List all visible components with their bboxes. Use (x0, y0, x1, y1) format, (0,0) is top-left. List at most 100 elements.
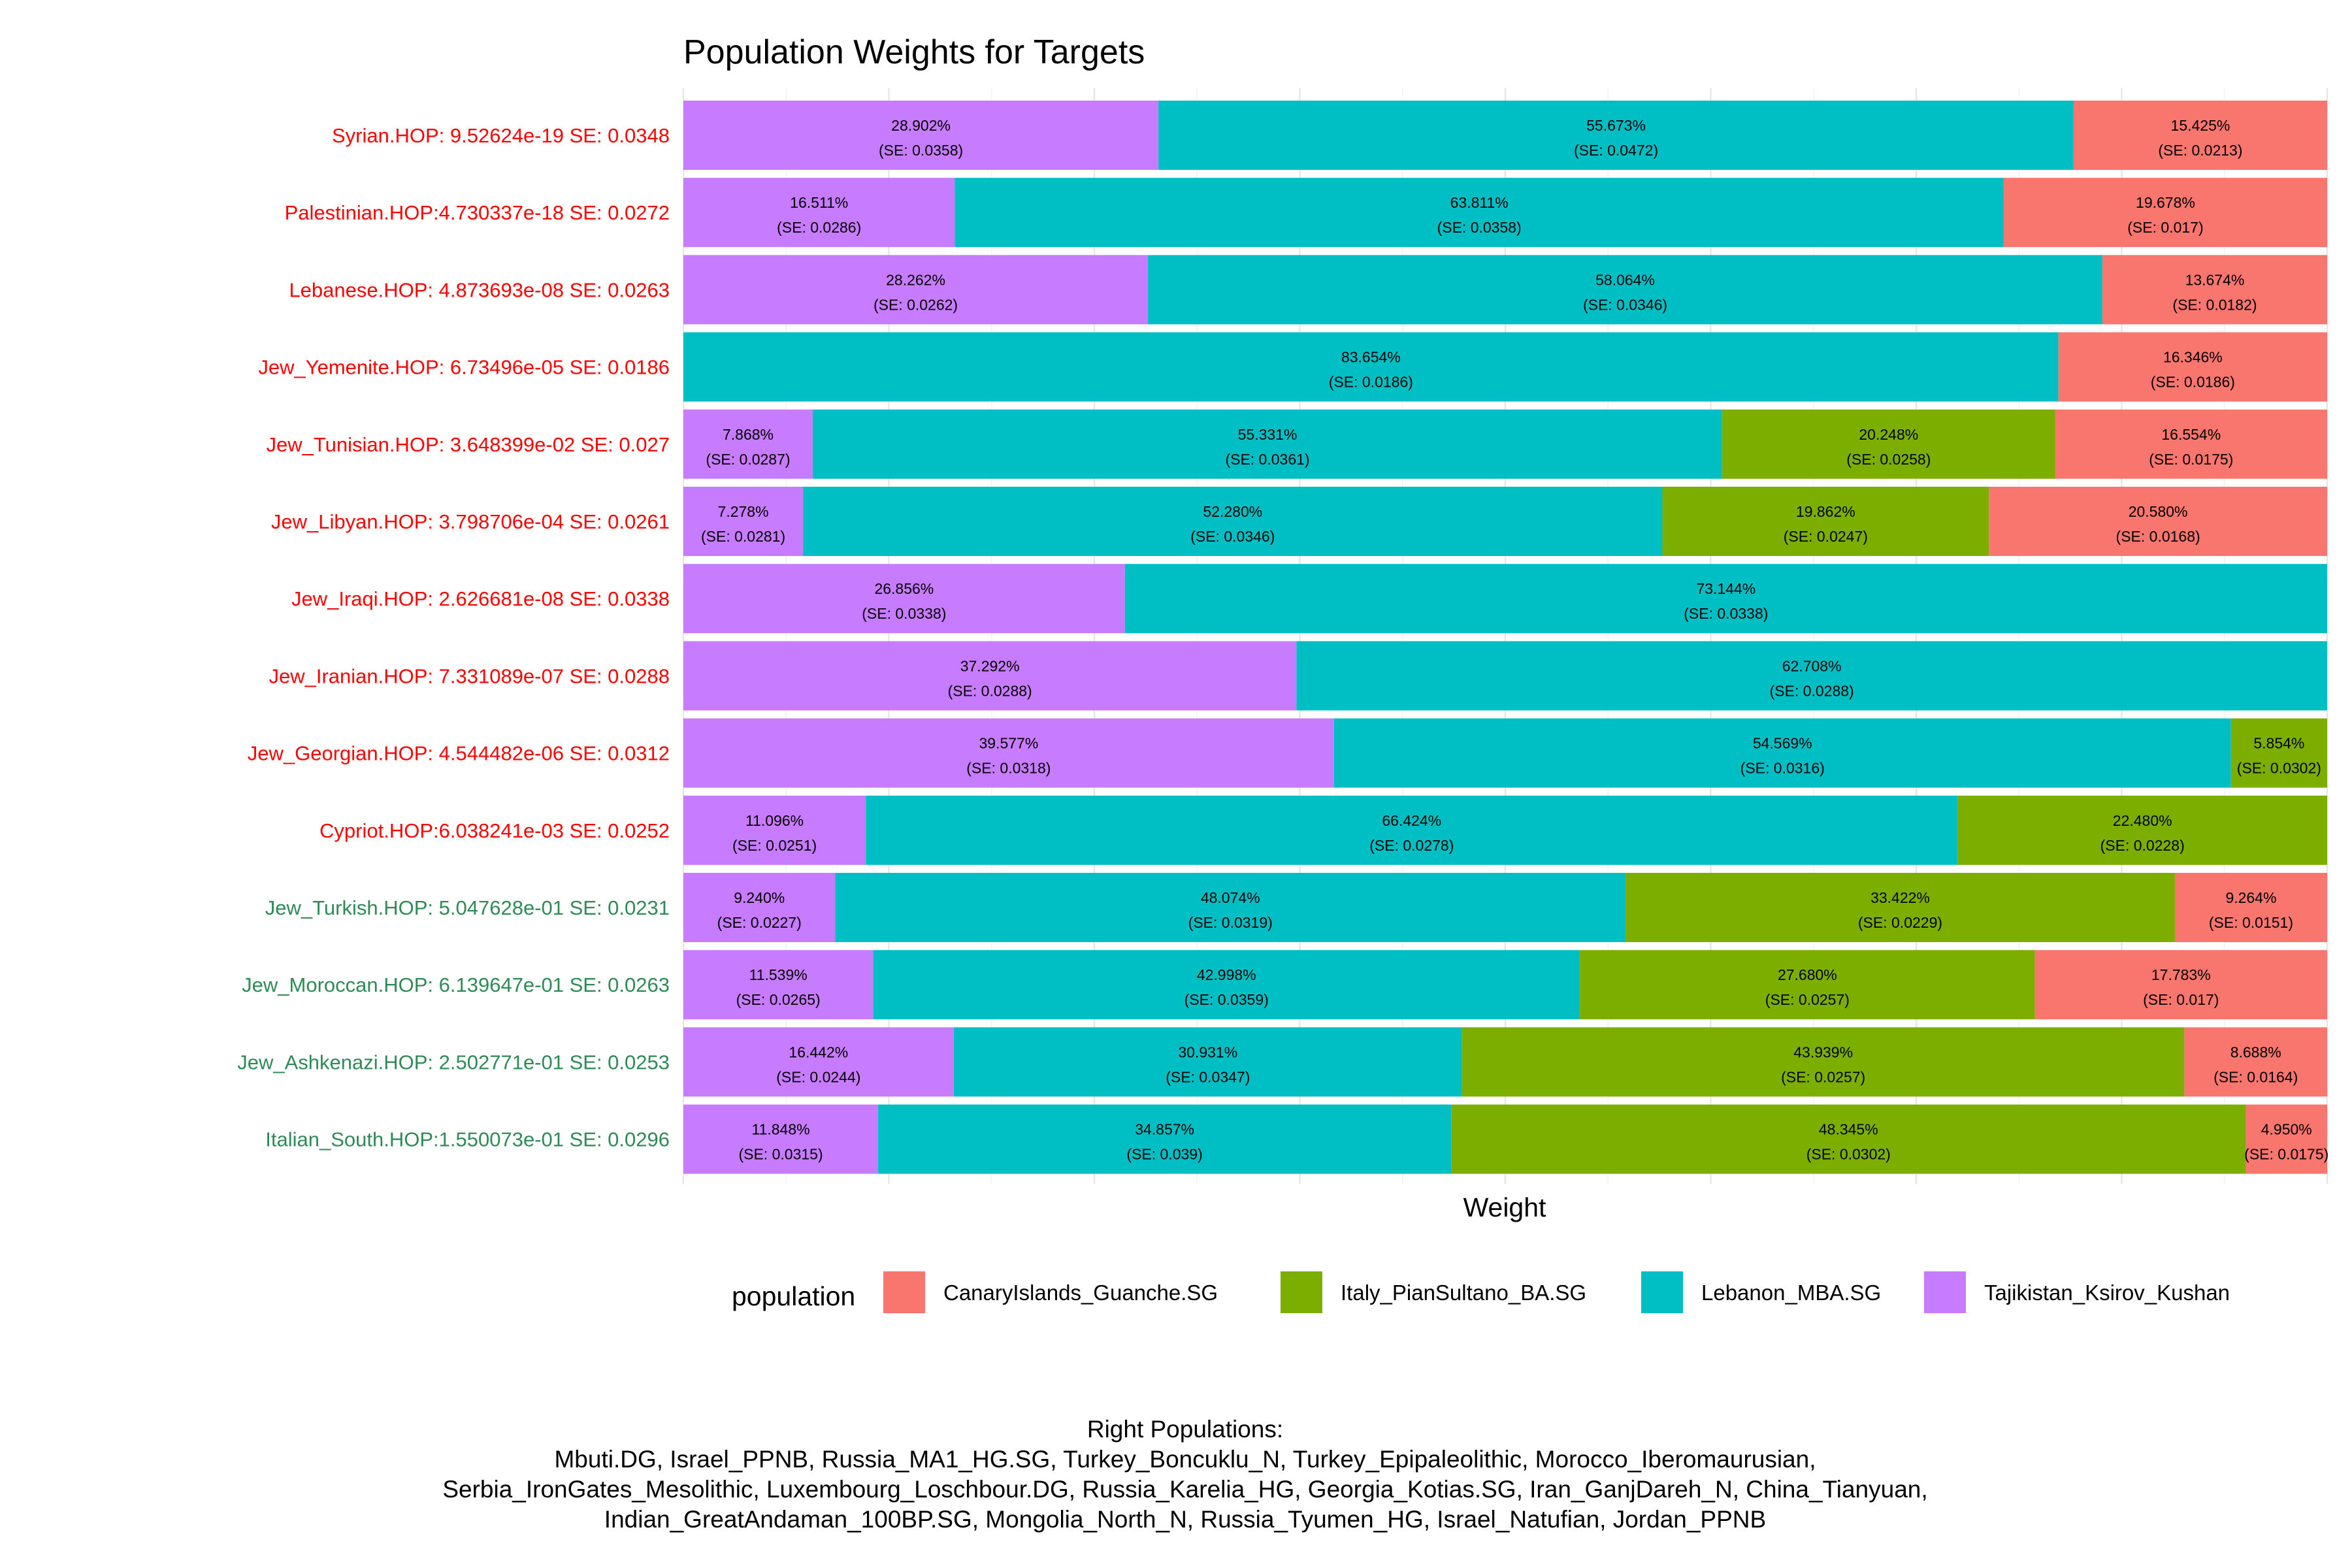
segment-percent-label: 11.539% (749, 966, 808, 983)
segment-percent-label: 20.580% (2129, 503, 2188, 520)
bar-row: 28.902% (SE: 0.0358) 55.673% (SE: 0.0472) 15… (683, 101, 2327, 170)
segment-percent-label: 17.783% (2151, 966, 2211, 983)
segment-se-label: (SE: 0.017) (2127, 219, 2203, 236)
segment-percent-label: 16.554% (2161, 426, 2221, 443)
bars-layer: 28.902% (SE: 0.0358) 55.673% (SE: 0.0472) 15… (683, 101, 2328, 1174)
bar-segment (683, 255, 1149, 325)
legend: population CanaryIslands_Guanche.SG Italy_… (732, 1271, 2230, 1313)
segment-se-label: (SE: 0.0318) (966, 760, 1051, 777)
bar-row: 11.096% (SE: 0.0251) 66.424% (SE: 0.0278) 22… (683, 795, 2327, 865)
segment-percent-label: 55.331% (1238, 426, 1298, 443)
segment-se-label: (SE: 0.0472) (1574, 142, 1658, 159)
bar-segment (1722, 409, 2055, 479)
segment-percent-label: 16.511% (790, 194, 848, 211)
segment-percent-label: 11.096% (745, 812, 804, 829)
bar-segment (683, 873, 836, 942)
segment-se-label: (SE: 0.0346) (1190, 528, 1275, 545)
y-tick-label: Jew_Yemenite.HOP: 6.73496e-05 SE: 0.0186 (258, 356, 670, 379)
segment-se-label: (SE: 0.0358) (1437, 219, 1522, 236)
segment-percent-label: 5.854% (2253, 735, 2304, 752)
segment-se-label: (SE: 0.0346) (1583, 296, 1667, 313)
legend-key (1641, 1271, 1683, 1313)
segment-percent-label: 34.857% (1135, 1121, 1194, 1138)
segment-se-label: (SE: 0.0281) (701, 528, 785, 545)
bar-segment (1580, 950, 2035, 1020)
segment-percent-label: 55.673% (1586, 117, 1646, 134)
bar-segment (1158, 101, 2074, 170)
segment-se-label: (SE: 0.0347) (1166, 1068, 1250, 1085)
segment-se-label: (SE: 0.0302) (2237, 760, 2321, 777)
right-populations-caption: Right Populations: Mbuti.DG, Israel_PPNB,… (442, 1416, 1927, 1533)
bar-segment (683, 1027, 954, 1097)
bar-segment (2102, 255, 2327, 325)
y-tick-label: Italian_South.HOP:1.550073e-01 SE: 0.029… (265, 1128, 670, 1151)
bar-row: 11.539% (SE: 0.0265) 42.998% (SE: 0.0359) 27… (683, 950, 2327, 1020)
bar-row: 39.577% (SE: 0.0318) 54.569% (SE: 0.0316) 5.… (683, 718, 2327, 788)
segment-se-label: (SE: 0.0359) (1184, 991, 1269, 1008)
y-tick-label: Jew_Iranian.HOP: 7.331089e-07 SE: 0.0288 (269, 664, 670, 687)
segment-percent-label: 54.569% (1753, 735, 1812, 752)
bar-row: 7.278% (SE: 0.0281) 52.280% (SE: 0.0346) 19.… (683, 487, 2327, 556)
legend-key (1281, 1271, 1322, 1313)
segment-percent-label: 48.074% (1201, 889, 1260, 906)
segment-percent-label: 19.678% (2136, 194, 2195, 211)
bar-segment (2246, 1104, 2327, 1174)
segment-percent-label: 66.424% (1382, 812, 1441, 829)
segment-se-label: (SE: 0.0358) (879, 142, 963, 159)
segment-percent-label: 9.240% (734, 889, 785, 906)
bar-segment (683, 718, 1334, 788)
bar-segment (873, 950, 1580, 1020)
bar-segment (878, 1104, 1452, 1174)
segment-se-label: (SE: 0.0258) (1846, 451, 1931, 468)
bar-segment (1124, 564, 2327, 634)
bar-segment (683, 1104, 879, 1174)
segment-se-label: (SE: 0.0164) (2213, 1068, 2298, 1085)
segment-se-label: (SE: 0.0302) (1806, 1146, 1891, 1163)
bar-segment (2058, 332, 2327, 402)
segment-percent-label: 11.848% (752, 1121, 810, 1138)
bar-row: 16.442% (SE: 0.0244) 30.931% (SE: 0.0347) 43… (683, 1027, 2327, 1097)
bar-segment (1333, 718, 2231, 788)
segment-se-label: (SE: 0.0175) (2244, 1146, 2328, 1163)
legend-item: Italy_PianSultano_BA.SG (1281, 1271, 1586, 1313)
chart-title: Population Weights for Targets (683, 33, 1145, 71)
segment-se-label: (SE: 0.0338) (1684, 605, 1768, 622)
bar-segment (683, 487, 804, 556)
bar-segment (683, 409, 813, 479)
y-tick-label: Palestinian.HOP:4.730337e-18 SE: 0.0272 (285, 201, 670, 224)
bar-segment (2055, 409, 2328, 479)
segment-percent-label: 20.248% (1859, 426, 1918, 443)
y-tick-label: Jew_Libyan.HOP: 3.798706e-04 SE: 0.0261 (271, 510, 670, 533)
segment-percent-label: 22.480% (2113, 812, 2172, 829)
y-tick-label: Jew_Ashkenazi.HOP: 2.502771e-01 SE: 0.02… (237, 1051, 670, 1073)
segment-percent-label: 39.577% (979, 735, 1038, 752)
bar-row: 7.868% (SE: 0.0287) 55.331% (SE: 0.0361) 20.… (683, 409, 2328, 479)
segment-se-label: (SE: 0.0151) (2209, 914, 2293, 931)
bar-segment (1625, 873, 2175, 942)
legend-label: Tajikistan_Ksirov_Kushan (1984, 1281, 2230, 1305)
segment-se-label: (SE: 0.0186) (1329, 374, 1413, 391)
segment-percent-label: 19.862% (1796, 503, 1855, 520)
legend-item: CanaryIslands_Guanche.SG (883, 1271, 1218, 1313)
segment-percent-label: 28.262% (886, 271, 945, 288)
bar-row: 11.848% (SE: 0.0315) 34.857% (SE: 0.039) 48.… (683, 1104, 2328, 1174)
bar-segment (683, 795, 866, 865)
segment-percent-label: 58.064% (1595, 271, 1655, 288)
segment-percent-label: 8.688% (2230, 1043, 2281, 1060)
segment-percent-label: 73.144% (1696, 580, 1756, 597)
y-labels-layer: Syrian.HOP: 9.52624e-19 SE: 0.0348 Palest… (237, 124, 670, 1151)
y-tick-label: Lebanese.HOP: 4.873693e-08 SE: 0.0263 (289, 278, 670, 301)
legend-key (1924, 1271, 1966, 1313)
segment-se-label: (SE: 0.0251) (732, 837, 817, 854)
segment-percent-label: 48.345% (1819, 1121, 1878, 1138)
segment-se-label: (SE: 0.0257) (1781, 1068, 1865, 1085)
y-tick-label: Jew_Iraqi.HOP: 2.626681e-08 SE: 0.0338 (291, 587, 670, 610)
segment-percent-label: 13.674% (2185, 271, 2245, 288)
segment-se-label: (SE: 0.0247) (1784, 528, 1868, 545)
segment-percent-label: 62.708% (1782, 657, 1842, 674)
segment-percent-label: 16.442% (789, 1043, 848, 1060)
segment-se-label: (SE: 0.0265) (736, 991, 821, 1008)
segment-se-label: (SE: 0.0229) (1858, 914, 1942, 931)
bar-segment (1662, 487, 1989, 556)
segment-percent-label: 33.422% (1870, 889, 1930, 906)
